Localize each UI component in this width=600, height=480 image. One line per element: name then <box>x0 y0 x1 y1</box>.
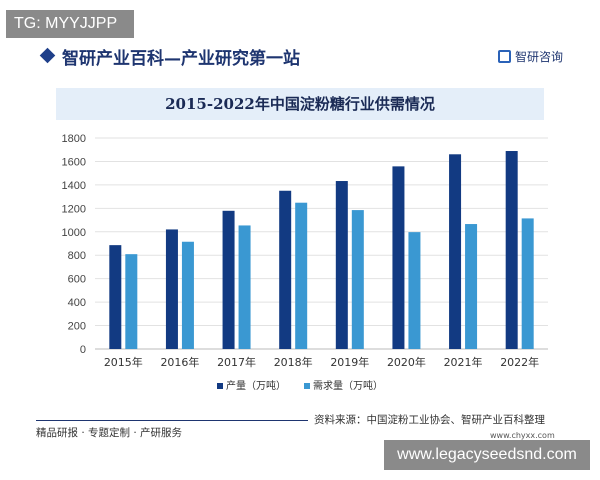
bar-demand <box>181 241 194 349</box>
legend-label: 需求量（万吨） <box>313 381 383 392</box>
y-tick-label: 400 <box>68 297 86 309</box>
legend-swatch <box>304 383 310 389</box>
y-tick-label: 200 <box>68 321 86 333</box>
source-url: www.chyxx.com <box>490 431 555 440</box>
y-tick-label: 1200 <box>62 203 86 215</box>
y-tick-label: 1800 <box>62 133 86 145</box>
logo-icon <box>498 50 511 63</box>
bar-production <box>505 151 518 349</box>
x-tick-label: 2020年 <box>387 355 426 369</box>
bar-demand <box>408 232 421 349</box>
bar-production <box>222 210 235 349</box>
bar-demand <box>465 224 478 349</box>
x-tick-label: 2018年 <box>274 355 313 369</box>
y-tick-label: 1000 <box>62 227 86 239</box>
bar-demand <box>295 202 308 349</box>
source-text: 资料来源：中国淀粉工业协会、智研产业百科整理 <box>314 414 545 426</box>
y-tick-label: 1400 <box>62 180 86 192</box>
x-tick-label: 2022年 <box>500 355 539 369</box>
logo: 智研咨询 <box>498 48 563 65</box>
legend-swatch <box>217 383 223 389</box>
y-tick-label: 1600 <box>62 156 86 168</box>
slogan: 精品研报 · 专题定制 · 产研服务 <box>36 427 183 439</box>
y-tick-label: 800 <box>68 250 86 262</box>
logo-text: 智研咨询 <box>515 50 564 64</box>
divider <box>36 420 308 421</box>
x-tick-label: 2016年 <box>160 355 199 369</box>
legend: 产量（万吨） 需求量（万吨） <box>0 377 600 392</box>
y-tick-label: 600 <box>68 274 86 286</box>
bar-production <box>279 190 292 349</box>
chart-title: 2015-2022年中国淀粉糖行业供需情况 <box>56 88 544 120</box>
legend-item-production: 产量（万吨） <box>217 377 286 392</box>
bar-production <box>392 166 405 349</box>
watermark: www.legacyseedsnd.com <box>384 440 590 470</box>
bar-demand <box>521 218 534 349</box>
bar-demand <box>238 225 251 349</box>
bar-demand <box>125 254 138 349</box>
y-tick-label: 0 <box>80 344 86 356</box>
header-title: 智研产业百科—产业研究第一站 <box>62 49 300 69</box>
x-tick-label: 2021年 <box>444 355 483 369</box>
bar-demand <box>351 210 364 349</box>
tg-label: TG: MYYJJPP <box>6 10 134 38</box>
x-tick-label: 2017年 <box>217 355 256 369</box>
legend-label: 产量（万吨） <box>226 381 286 392</box>
bar-production <box>449 154 462 349</box>
x-tick-label: 2015年 <box>104 355 143 369</box>
bar-production <box>335 181 348 349</box>
bar-production <box>165 229 178 349</box>
bar-production <box>109 245 122 349</box>
x-tick-label: 2019年 <box>330 355 369 369</box>
legend-item-demand: 需求量（万吨） <box>304 377 383 392</box>
